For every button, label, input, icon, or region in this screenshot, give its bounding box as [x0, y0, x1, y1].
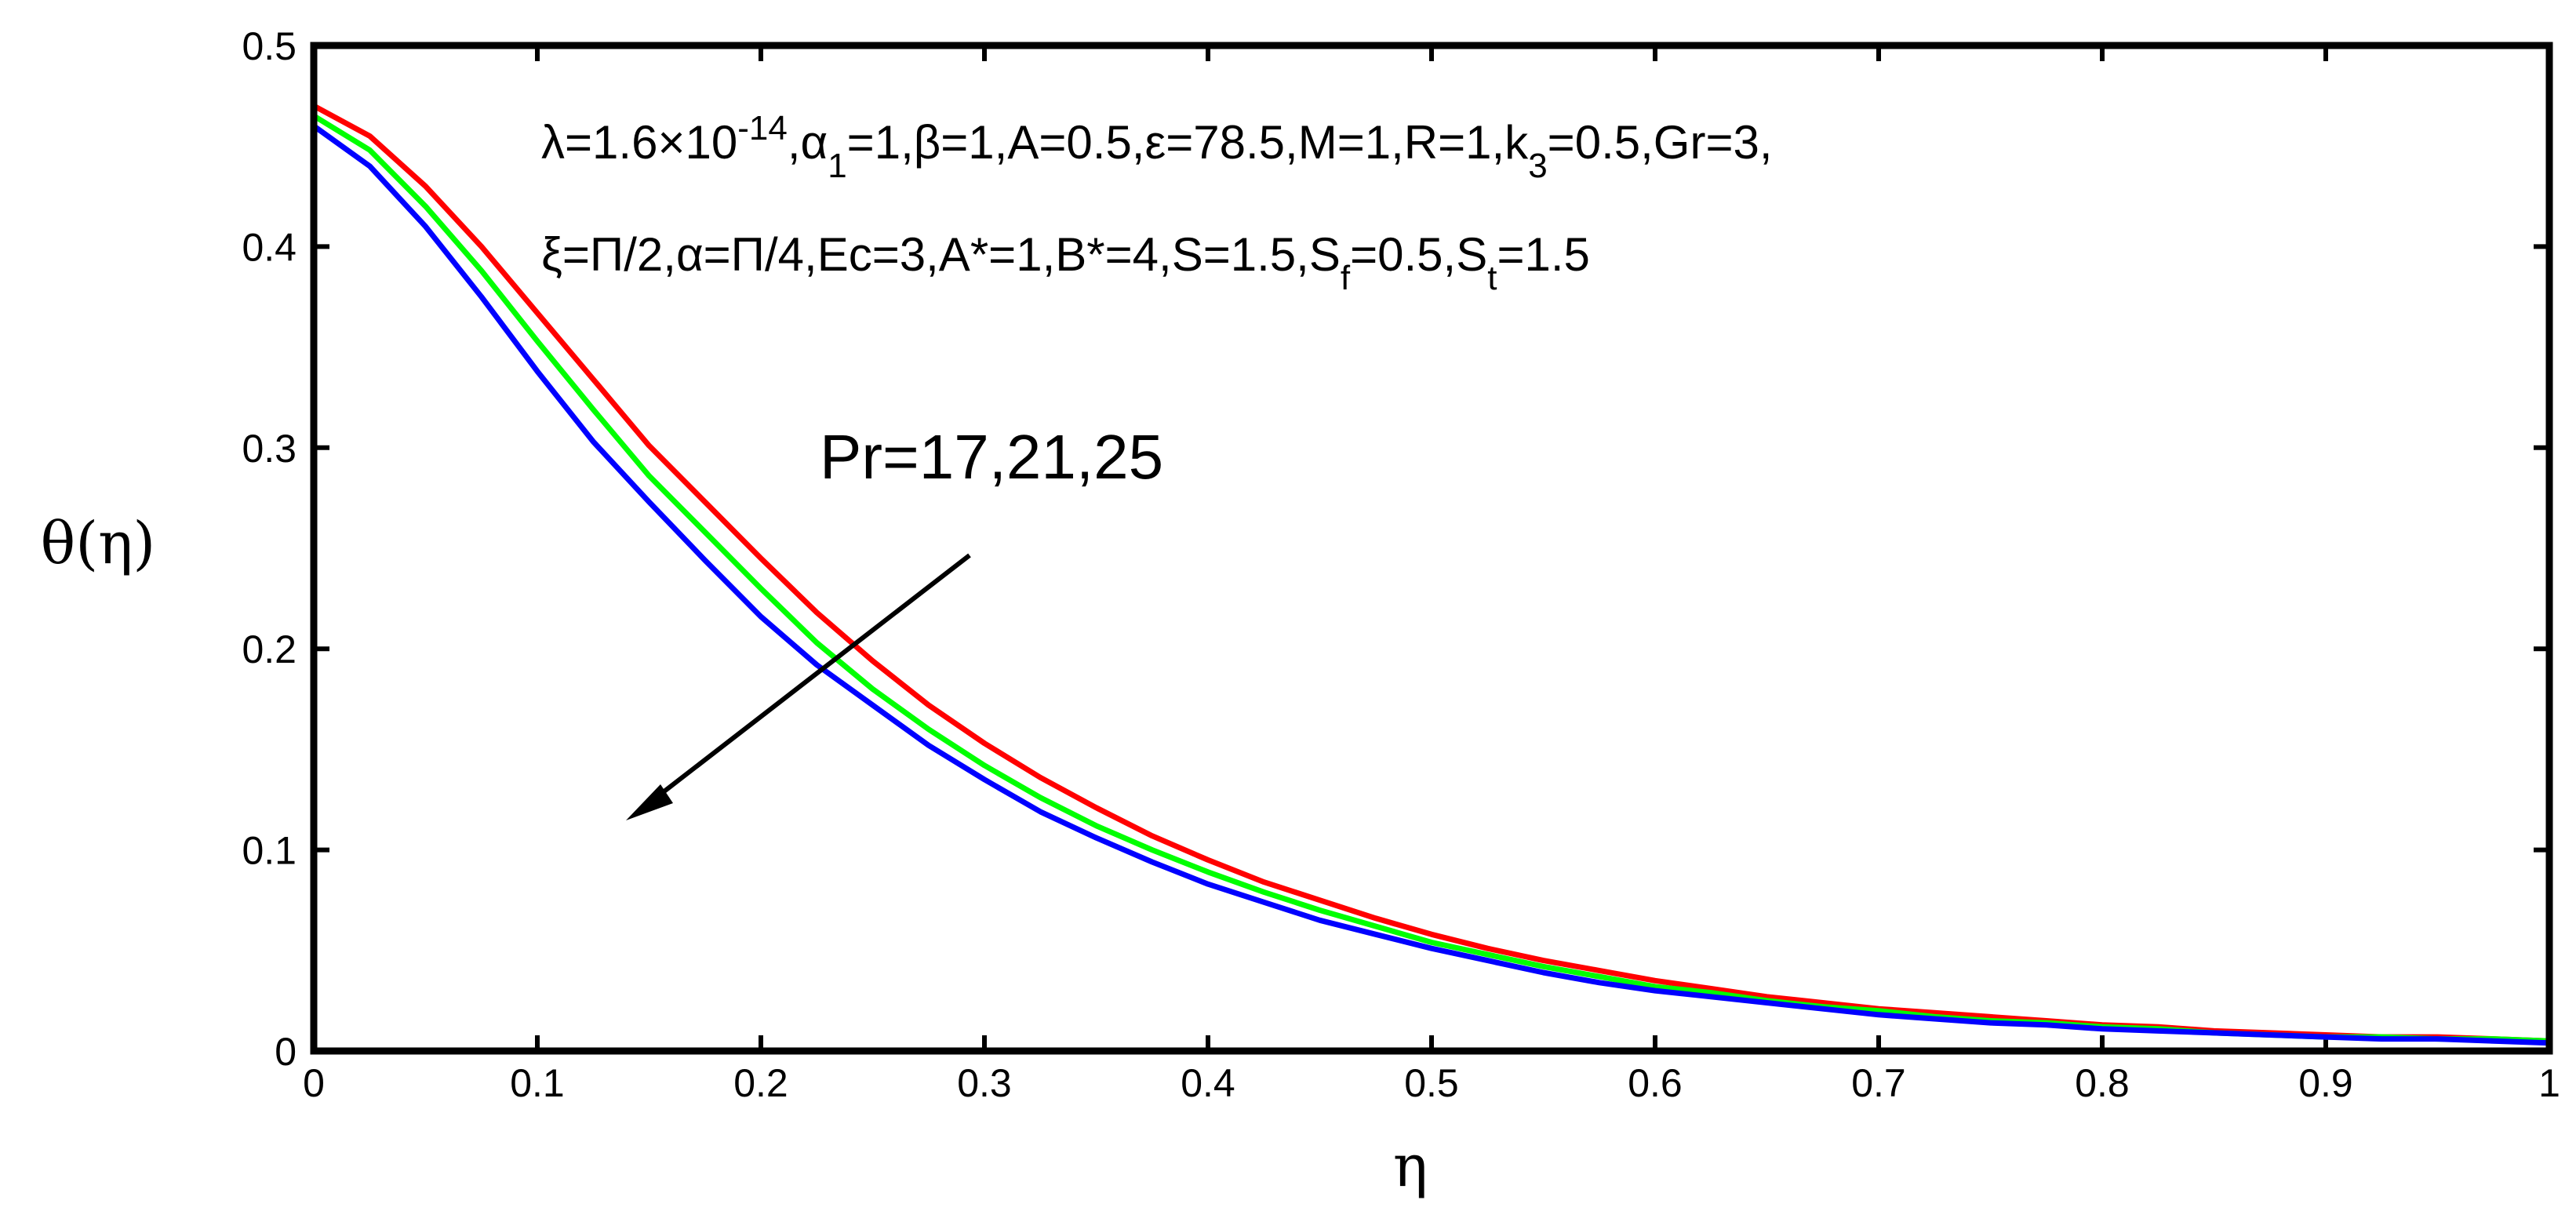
x-tick-label: 0.7: [1851, 1061, 1906, 1105]
x-tick-label: 0.1: [510, 1061, 565, 1105]
x-tick-label: 0.2: [733, 1061, 788, 1105]
parameter-annotation-line-1: λ=1.6×10-14,α1=1,β=1,A=0.5,ε=78.5,M=1,R=…: [541, 109, 1773, 185]
parameter-annotation-line-2: ξ=Π/2,α=Π/4,Ec=3,A*=1,B*=4,S=1.5,Sf=0.5,…: [541, 228, 1590, 297]
series-lines: [311, 103, 2550, 1046]
tick-labels: 0 0.1 0.2 0.3 0.4 0.5 0.6 0.7 0.8 0.9 1 0 0.1 0.2 0.3 0…: [242, 24, 2560, 1105]
arrow-label: Pr=17,21,25: [820, 422, 1163, 492]
y-tick-label: 0.4: [242, 225, 297, 269]
y-tick-label: 0.3: [242, 427, 297, 471]
x-tick-label: 0.6: [1628, 1061, 1683, 1105]
x-tick-label: 0.5: [1404, 1061, 1459, 1105]
trend-arrow: [626, 553, 971, 820]
series-line-3: [311, 123, 2550, 1046]
x-tick-label: 0.4: [1181, 1061, 1235, 1105]
y-axis-title: θ(η): [41, 510, 156, 577]
x-axis-title: η: [1393, 1133, 1428, 1200]
y-tick-label: 0.2: [242, 627, 297, 671]
plot-frame: [310, 42, 2553, 1055]
y-tick-label: 0: [275, 1030, 297, 1074]
x-tick-label: 0.9: [2298, 1061, 2353, 1105]
x-tick-label: 0.3: [957, 1061, 1012, 1105]
y-tick-label: 0.5: [242, 24, 297, 68]
y-tick-label: 0.1: [242, 829, 297, 873]
x-tick-label: 0.8: [2075, 1061, 2130, 1105]
x-tick-label: 1: [2538, 1061, 2560, 1105]
x-tick-label: 0: [303, 1061, 325, 1105]
